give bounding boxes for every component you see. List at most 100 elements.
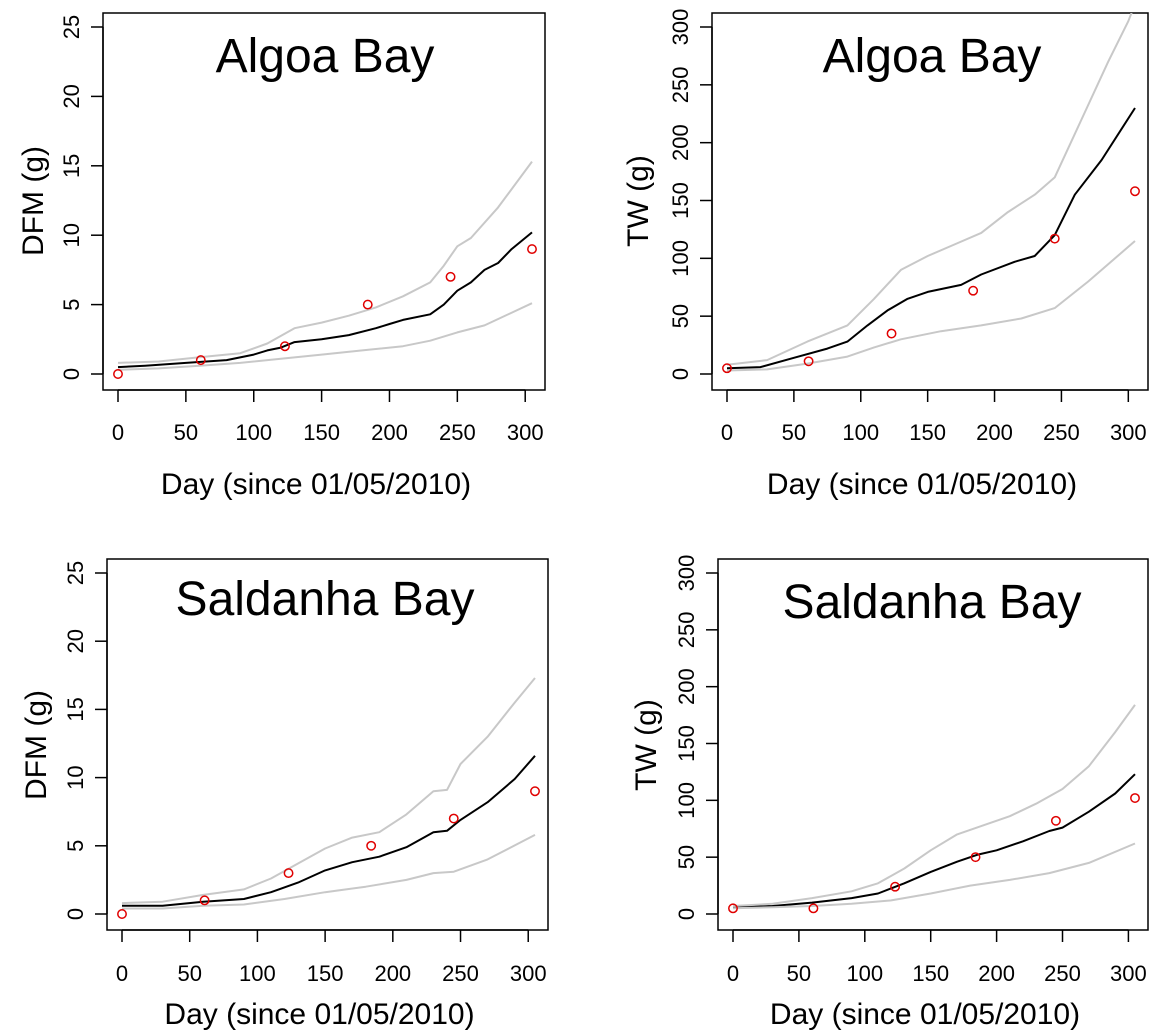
x-tick-label: 250 — [1044, 961, 1081, 986]
chart-title: Saldanha Bay — [176, 573, 475, 626]
y-tick-label: 100 — [668, 240, 693, 277]
chart-title: Saldanha Bay — [783, 576, 1082, 629]
x-tick-label: 300 — [1110, 420, 1147, 445]
x-axis-label: Day (since 01/05/2010) — [161, 468, 471, 501]
y-tick-label: 250 — [668, 66, 693, 103]
observed-point — [808, 903, 819, 914]
x-tick-label: 150 — [303, 420, 340, 445]
x-tick-label: 0 — [727, 961, 739, 986]
x-tick-label: 150 — [909, 420, 946, 445]
plot-area — [728, 704, 1140, 914]
y-tick-label: 150 — [674, 725, 699, 762]
x-tick-label: 50 — [787, 961, 811, 986]
x-axis-label: Day (since 01/05/2010) — [770, 998, 1080, 1031]
x-axis-label: Day (since 01/05/2010) — [164, 998, 474, 1031]
mean-line — [732, 773, 1136, 909]
plot-area — [722, 13, 1140, 374]
upper-line — [121, 677, 536, 905]
x-tick-label: 300 — [510, 961, 547, 986]
observed-point — [1130, 186, 1140, 197]
observed-point — [722, 363, 732, 374]
observed-point — [283, 868, 294, 879]
observed-point — [445, 271, 456, 282]
x-tick-label: 50 — [177, 961, 201, 986]
chart-panel-3: 0 50 100 150 200 250 300 0 5 10 15 20 25 Day (since 0… — [20, 558, 549, 1031]
x-tick-label: 0 — [112, 420, 124, 445]
y-axis-label: TW (g) — [630, 699, 663, 791]
y-tick-label: 5 — [59, 298, 84, 310]
chart-title: Algoa Bay — [823, 30, 1042, 83]
x-tick-label: 50 — [174, 420, 198, 445]
x-tick-label: 150 — [912, 961, 949, 986]
y-tick-label: 50 — [674, 845, 699, 869]
observed-point — [970, 852, 981, 863]
y-tick-label: 250 — [674, 611, 699, 648]
x-tick-label: 200 — [976, 420, 1013, 445]
observed-point — [448, 813, 459, 824]
y-tick-label: 20 — [59, 84, 84, 108]
x-axis-label: Day (since 01/05/2010) — [767, 468, 1077, 501]
y-tick-label: 200 — [668, 124, 693, 161]
x-tick-label: 100 — [842, 420, 879, 445]
x-tick-label: 100 — [239, 961, 276, 986]
observed-point — [1050, 815, 1061, 826]
y-tick-label: 25 — [63, 561, 88, 585]
observed-point — [195, 355, 206, 366]
y-tick-label: 0 — [59, 368, 84, 380]
y-tick-label: 10 — [59, 223, 84, 247]
lower-line — [117, 302, 533, 371]
observed-point — [280, 341, 290, 352]
y-tick-label: 100 — [674, 782, 699, 819]
observed-point — [890, 881, 901, 892]
chart-panel-4: 0 50 100 150 200 250 300 0 50 100 150 200 250 300 Day … — [630, 555, 1149, 1031]
x-tick-label: 300 — [1110, 961, 1147, 986]
observed-point — [728, 903, 738, 914]
y-tick-label: 10 — [63, 765, 88, 789]
observed-point — [527, 244, 537, 255]
x-tick-label: 0 — [116, 961, 128, 986]
y-tick-label: 25 — [59, 15, 84, 39]
chart-title: Algoa Bay — [216, 30, 435, 83]
y-tick-label: 50 — [668, 304, 693, 328]
y-axis-label: DFM (g) — [20, 690, 53, 800]
upper-line — [732, 704, 1136, 907]
y-tick-label: 0 — [668, 368, 693, 380]
plot-area — [113, 161, 537, 379]
observed-point — [366, 840, 377, 851]
x-tick-label: 250 — [1043, 420, 1080, 445]
x-tick-label: 100 — [846, 961, 883, 986]
chart-panel-1: 0 50 100 150 200 250 300 0 5 10 15 20 25 Day (since 0… — [17, 12, 546, 501]
observed-point — [968, 285, 979, 296]
y-tick-label: 200 — [674, 668, 699, 705]
y-tick-label: 5 — [63, 840, 88, 852]
observed-point — [803, 356, 814, 367]
y-tick-label: 300 — [668, 9, 693, 46]
y-tick-label: 0 — [63, 908, 88, 920]
observed-point — [362, 299, 373, 310]
x-tick-label: 250 — [442, 961, 479, 986]
x-tick-label: 150 — [307, 961, 344, 986]
y-tick-label: 15 — [63, 697, 88, 721]
y-axis-label: DFM (g) — [17, 146, 50, 256]
observed-point — [1049, 233, 1060, 244]
mean-line — [122, 755, 536, 907]
y-tick-label: 150 — [668, 182, 693, 219]
observed-point — [117, 909, 127, 919]
x-tick-label: 250 — [439, 420, 476, 445]
y-axis-label: TW (g) — [622, 155, 655, 247]
observed-point — [1130, 793, 1140, 804]
x-tick-label: 0 — [721, 420, 733, 445]
observed-point — [886, 328, 897, 339]
mean-line — [726, 107, 1136, 370]
chart-panel-2: 0 50 100 150 200 250 300 0 50 100 150 200 250 300 Day … — [622, 9, 1149, 501]
y-tick-label: 15 — [59, 154, 84, 178]
mean-line — [117, 231, 533, 369]
observed-point — [530, 786, 540, 797]
lower-line — [732, 842, 1136, 910]
x-tick-label: 200 — [978, 961, 1015, 986]
plot-area — [117, 677, 540, 919]
lower-line — [726, 240, 1136, 372]
observed-point — [113, 369, 123, 379]
y-tick-label: 0 — [674, 908, 699, 920]
